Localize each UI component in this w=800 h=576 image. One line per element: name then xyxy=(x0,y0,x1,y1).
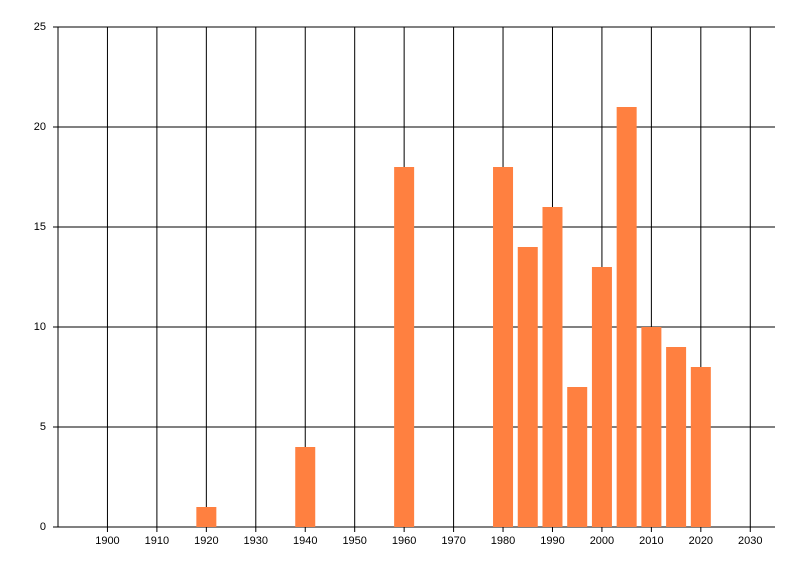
bar xyxy=(394,167,415,527)
x-tick-label: 2030 xyxy=(738,535,762,547)
bar xyxy=(542,207,563,527)
bar xyxy=(517,247,538,527)
bar xyxy=(641,327,662,527)
y-tick-label: 20 xyxy=(34,121,46,133)
y-tick-label: 0 xyxy=(40,521,46,533)
bar xyxy=(666,347,687,527)
x-tick-label: 1910 xyxy=(145,535,169,547)
x-tick-label: 1970 xyxy=(441,535,465,547)
bar xyxy=(591,267,612,527)
x-tick-label: 1980 xyxy=(491,535,515,547)
bar xyxy=(616,107,637,527)
x-tick-label: 2010 xyxy=(639,535,663,547)
x-tick-label: 2000 xyxy=(590,535,614,547)
x-tick-label: 1950 xyxy=(342,535,366,547)
x-tick-label: 1900 xyxy=(95,535,119,547)
x-tick-label: 2020 xyxy=(689,535,713,547)
bar xyxy=(567,387,588,527)
x-tick-label: 1930 xyxy=(244,535,268,547)
x-tick-label: 1960 xyxy=(392,535,416,547)
y-tick-label: 25 xyxy=(34,21,46,33)
bar xyxy=(690,367,711,527)
y-tick-label: 5 xyxy=(40,421,46,433)
x-tick-label: 1990 xyxy=(540,535,564,547)
bar xyxy=(493,167,514,527)
bar xyxy=(295,447,316,527)
bar xyxy=(196,507,217,527)
x-tick-label: 1940 xyxy=(293,535,317,547)
y-tick-label: 10 xyxy=(34,321,46,333)
x-tick-label: 1920 xyxy=(194,535,218,547)
y-tick-label: 15 xyxy=(34,221,46,233)
